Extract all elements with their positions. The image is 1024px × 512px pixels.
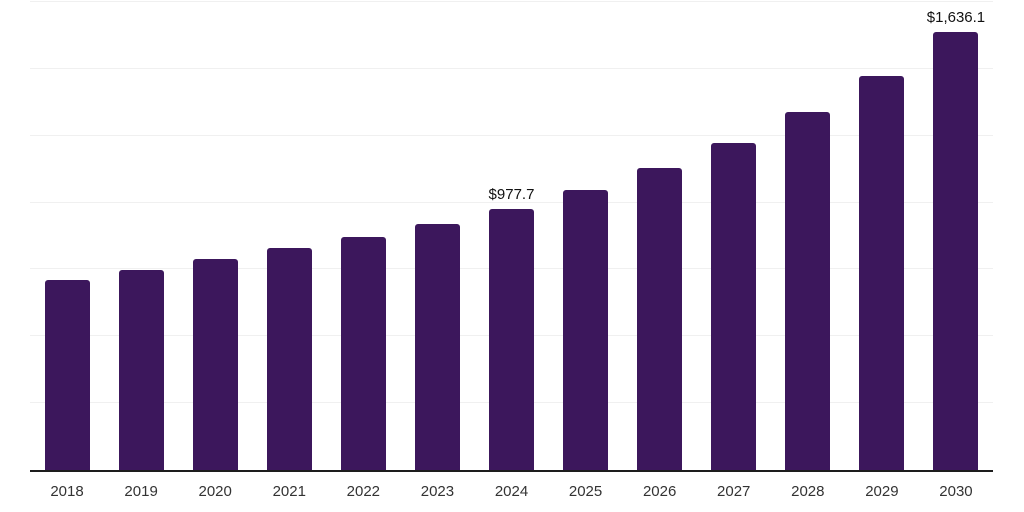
x-tick-2026: 2026 — [642, 483, 677, 500]
x-tick-2022: 2022 — [346, 483, 381, 500]
x-tick-2030: 2030 — [939, 483, 973, 500]
x-tick-2021: 2021 — [272, 483, 306, 500]
gridline — [30, 1, 993, 2]
x-tick-2018: 2018 — [50, 483, 84, 500]
plot-area: $977.7 $1,636.1 — [30, 1, 993, 472]
bar-2022 — [340, 236, 386, 470]
bar-2030 — [933, 32, 979, 470]
bar-2025 — [563, 190, 609, 470]
bar-2026 — [637, 168, 683, 470]
bar-2018 — [44, 280, 90, 470]
x-tick-2024: 2024 — [494, 483, 529, 500]
bar-2024 — [489, 208, 534, 470]
x-axis-line — [30, 470, 993, 472]
gridline — [30, 201, 993, 203]
bar-2029 — [859, 75, 905, 470]
bar-2028 — [785, 112, 831, 470]
x-tick-2019: 2019 — [124, 483, 158, 500]
x-tick-2027: 2027 — [717, 483, 751, 500]
x-tick-2029: 2029 — [865, 483, 899, 500]
gridline — [30, 134, 993, 136]
bar-2027 — [711, 143, 757, 470]
value-label-2030: $1,636.1 — [926, 9, 986, 27]
x-tick-2020: 2020 — [198, 483, 232, 500]
bar-2023 — [414, 223, 460, 470]
x-tick-2028: 2028 — [791, 483, 825, 500]
bar-2020 — [192, 259, 238, 470]
bar-2021 — [266, 248, 312, 470]
gridline — [30, 67, 993, 69]
value-label-2024: $977.7 — [488, 185, 535, 203]
x-tick-2025: 2025 — [568, 483, 603, 500]
x-axis-tick-labels: 2018 2019 2020 2021 2022 2023 2024 2025 2026 2027… — [30, 478, 993, 502]
x-tick-2023: 2023 — [420, 483, 455, 500]
bar-2019 — [118, 269, 164, 470]
